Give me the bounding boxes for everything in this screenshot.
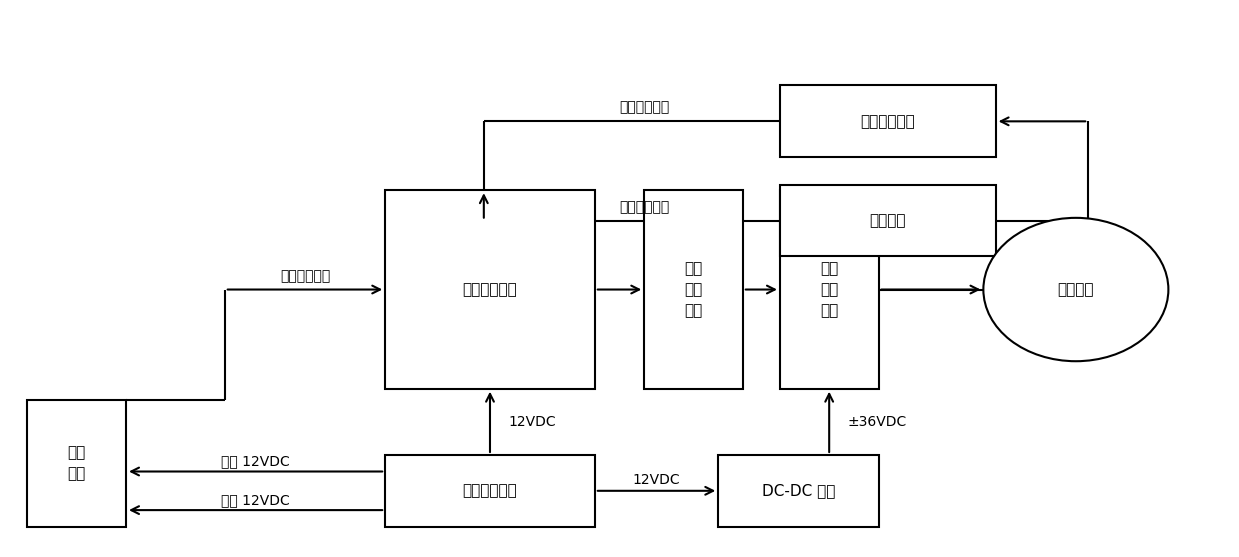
Bar (385, 455, 595, 527)
Text: ±36VDC: ±36VDC (847, 415, 907, 429)
Text: 充电 12VDC: 充电 12VDC (222, 455, 290, 468)
Text: DC-DC 模块: DC-DC 模块 (762, 483, 835, 499)
Bar (779, 185, 996, 256)
Bar (385, 190, 595, 389)
Text: 电流检测模块: 电流检测模块 (860, 114, 916, 129)
Bar (779, 190, 878, 389)
Text: 温度传感: 温度传感 (870, 213, 906, 228)
Text: 信号
发生
模块: 信号 发生 模块 (684, 261, 703, 318)
Text: 放电 12VDC: 放电 12VDC (222, 493, 290, 507)
Text: 12VDC: 12VDC (508, 415, 556, 429)
Text: 温度反馈信号: 温度反馈信号 (620, 200, 669, 214)
Ellipse shape (984, 218, 1168, 361)
Bar (779, 85, 996, 157)
Bar (644, 190, 743, 389)
Bar (27, 400, 126, 527)
Text: 输出信号: 输出信号 (1058, 282, 1094, 297)
Text: 电源管理模块: 电源管理模块 (462, 483, 518, 499)
Text: 充电
电池: 充电 电池 (68, 445, 85, 481)
Text: 12VDC: 12VDC (633, 473, 680, 487)
Text: 控制主机模块: 控制主机模块 (462, 282, 518, 297)
Text: 电流反馈信号: 电流反馈信号 (620, 101, 669, 115)
Text: 功率
放大
模块: 功率 放大 模块 (820, 261, 839, 318)
Text: 电压反馈信号: 电压反馈信号 (280, 268, 330, 283)
Bar (719, 455, 878, 527)
